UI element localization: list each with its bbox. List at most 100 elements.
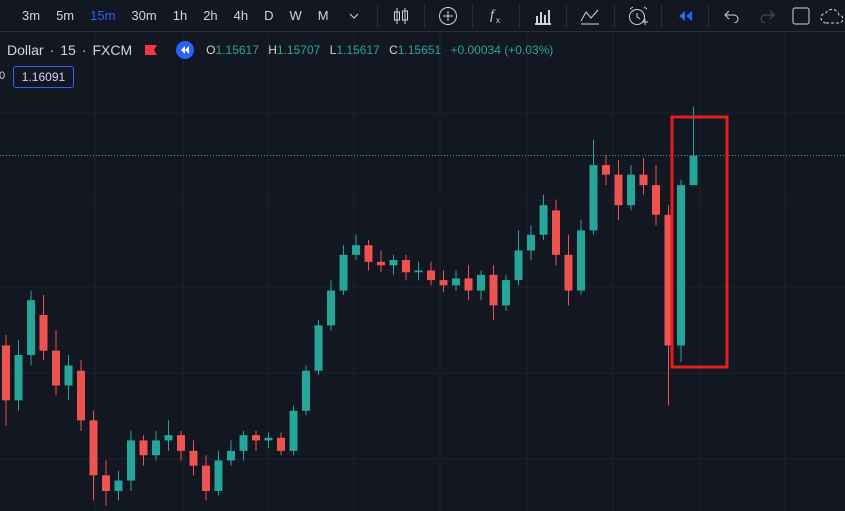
replay-badge[interactable] xyxy=(176,41,195,59)
interval-button[interactable]: 15m xyxy=(90,8,116,23)
candle-body xyxy=(302,370,310,411)
interval-button[interactable]: 4h xyxy=(233,8,249,23)
candle-body xyxy=(402,260,410,273)
interval-button[interactable]: M xyxy=(317,8,329,23)
ohlc-values: O1.15617 H1.15707 L1.15617 C1.15651 +0.0… xyxy=(206,43,559,57)
candle-body xyxy=(227,450,235,461)
symbol-legend: Dollar · 15 · FXCM O1.15617 H1.15707 L1.… xyxy=(7,41,559,59)
candle-body xyxy=(52,350,60,386)
candle-body xyxy=(2,345,10,401)
candle-body xyxy=(527,234,535,251)
candle-body xyxy=(352,245,360,255)
undo-button[interactable] xyxy=(715,0,749,31)
candle-body xyxy=(202,465,210,491)
candle-body xyxy=(314,325,323,371)
candle-body xyxy=(89,420,98,476)
interval-list: 3m 5m 15m 30m 1h 2h 4h D W M xyxy=(0,8,337,23)
candle-body xyxy=(127,440,135,481)
highlight-box xyxy=(670,115,729,369)
compare-button[interactable] xyxy=(431,0,465,31)
low-value: 1.15617 xyxy=(336,43,380,57)
interval-button[interactable]: 5m xyxy=(56,8,75,23)
candle-body xyxy=(27,300,35,356)
candle-body xyxy=(389,260,398,266)
candle-body xyxy=(152,440,160,456)
close-value: 1.15651 xyxy=(397,43,442,57)
candle-body xyxy=(289,410,298,451)
low-label: L xyxy=(329,43,337,57)
candle-body xyxy=(439,280,448,286)
candle-body xyxy=(627,174,635,206)
change-value: +0.00034 (+0.03%) xyxy=(450,43,554,57)
open-value: 1.15617 xyxy=(215,43,259,57)
candle-body xyxy=(689,155,698,186)
save-button[interactable] xyxy=(818,0,845,31)
candle-body xyxy=(427,270,435,281)
candle-body xyxy=(102,475,110,491)
candle-body xyxy=(477,274,485,291)
more-intervals[interactable] xyxy=(337,0,371,31)
price-box: 1.16091 xyxy=(13,66,74,88)
interval-button[interactable]: W xyxy=(289,8,302,23)
alert-button[interactable] xyxy=(621,0,655,31)
interval-button[interactable]: 2h xyxy=(203,8,218,23)
candle-body xyxy=(327,290,335,326)
candle-body xyxy=(502,280,510,306)
candle-body xyxy=(77,370,85,421)
candle-body xyxy=(277,437,285,451)
flag-icon[interactable] xyxy=(144,44,158,56)
separator: · xyxy=(49,42,55,58)
candle-body xyxy=(539,205,548,235)
redo-button[interactable] xyxy=(750,0,784,31)
candle-body xyxy=(552,210,560,255)
svg-text:f: f xyxy=(490,8,496,23)
interval-button[interactable]: 3m xyxy=(22,8,41,23)
chart-type-button[interactable] xyxy=(384,0,418,31)
candle-body xyxy=(189,450,198,466)
high-value: 1.15707 xyxy=(276,43,321,57)
candle-body xyxy=(364,245,373,262)
trend-button[interactable] xyxy=(573,0,607,31)
candle-body xyxy=(677,185,685,346)
candle-body xyxy=(639,174,648,186)
candle-body xyxy=(64,365,73,386)
interval-button[interactable]: 30m xyxy=(131,8,157,23)
candle-body xyxy=(564,254,573,291)
svg-text:x: x xyxy=(496,16,500,25)
templates-button[interactable] xyxy=(526,0,560,31)
candle-body xyxy=(602,165,610,175)
candle-body xyxy=(464,278,473,291)
open-label: O xyxy=(206,43,216,57)
candle-body xyxy=(114,480,123,491)
candle-body xyxy=(414,270,423,273)
exchange: FXCM xyxy=(92,42,133,58)
close-label: C xyxy=(389,43,398,57)
candle-body xyxy=(514,250,523,281)
candle-body xyxy=(339,254,348,291)
candle-body xyxy=(577,230,585,291)
candle-body xyxy=(252,435,260,441)
candle-body xyxy=(39,314,48,351)
candle-body xyxy=(489,274,498,306)
layout-button[interactable] xyxy=(784,0,818,31)
high-label: H xyxy=(268,43,277,57)
interval-button[interactable]: D xyxy=(264,8,274,23)
candle-body xyxy=(177,435,185,451)
candle-body xyxy=(139,440,148,456)
candle-body xyxy=(264,437,273,441)
symbol-name[interactable]: Dollar xyxy=(7,42,44,58)
candle-body xyxy=(377,261,385,266)
candle-body xyxy=(614,174,623,206)
replay-button[interactable] xyxy=(668,0,702,31)
separator: · xyxy=(81,42,87,58)
candle-body xyxy=(164,435,173,441)
candle-body xyxy=(239,435,248,451)
candle-body xyxy=(652,185,660,215)
edge-text: 0 xyxy=(0,70,6,82)
candle-body xyxy=(452,278,460,286)
interval-button[interactable]: 1h xyxy=(172,8,188,23)
